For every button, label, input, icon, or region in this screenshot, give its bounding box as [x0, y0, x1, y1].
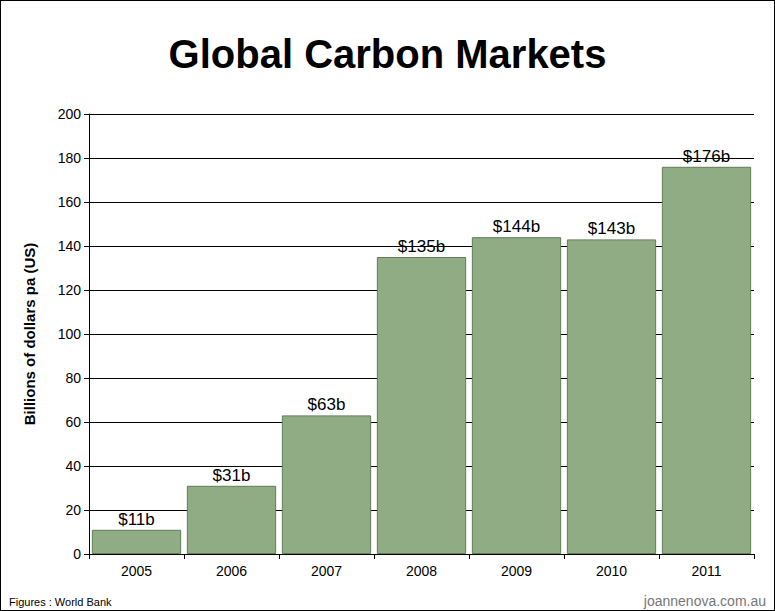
svg-text:$31b: $31b — [213, 466, 251, 485]
svg-text:joannenova.com.au: joannenova.com.au — [643, 593, 766, 609]
svg-text:$135b: $135b — [398, 237, 445, 256]
svg-text:Figures : World Bank: Figures : World Bank — [9, 596, 112, 608]
svg-text:2006: 2006 — [216, 563, 247, 579]
svg-text:$63b: $63b — [308, 395, 346, 414]
svg-text:2010: 2010 — [596, 563, 627, 579]
svg-text:2011: 2011 — [691, 563, 721, 579]
svg-text:160: 160 — [58, 194, 82, 210]
svg-text:2008: 2008 — [406, 563, 437, 579]
svg-text:100: 100 — [58, 326, 82, 342]
svg-text:Billions of dollars pa (US): Billions of dollars pa (US) — [21, 243, 38, 426]
svg-text:Global Carbon Markets: Global Carbon Markets — [169, 32, 607, 76]
svg-text:$11b: $11b — [118, 510, 155, 529]
svg-text:0: 0 — [73, 546, 81, 562]
svg-text:$144b: $144b — [493, 217, 540, 236]
svg-text:120: 120 — [58, 282, 82, 298]
svg-text:2007: 2007 — [311, 563, 342, 579]
svg-text:180: 180 — [58, 150, 82, 166]
svg-text:$176b: $176b — [683, 147, 730, 166]
svg-text:2009: 2009 — [501, 563, 532, 579]
svg-text:200: 200 — [58, 106, 82, 122]
svg-text:80: 80 — [65, 370, 81, 386]
svg-text:$143b: $143b — [588, 219, 635, 238]
svg-text:40: 40 — [65, 458, 81, 474]
svg-text:60: 60 — [65, 414, 81, 430]
svg-text:2005: 2005 — [121, 563, 152, 579]
svg-text:140: 140 — [58, 238, 82, 254]
svg-text:20: 20 — [65, 502, 81, 518]
